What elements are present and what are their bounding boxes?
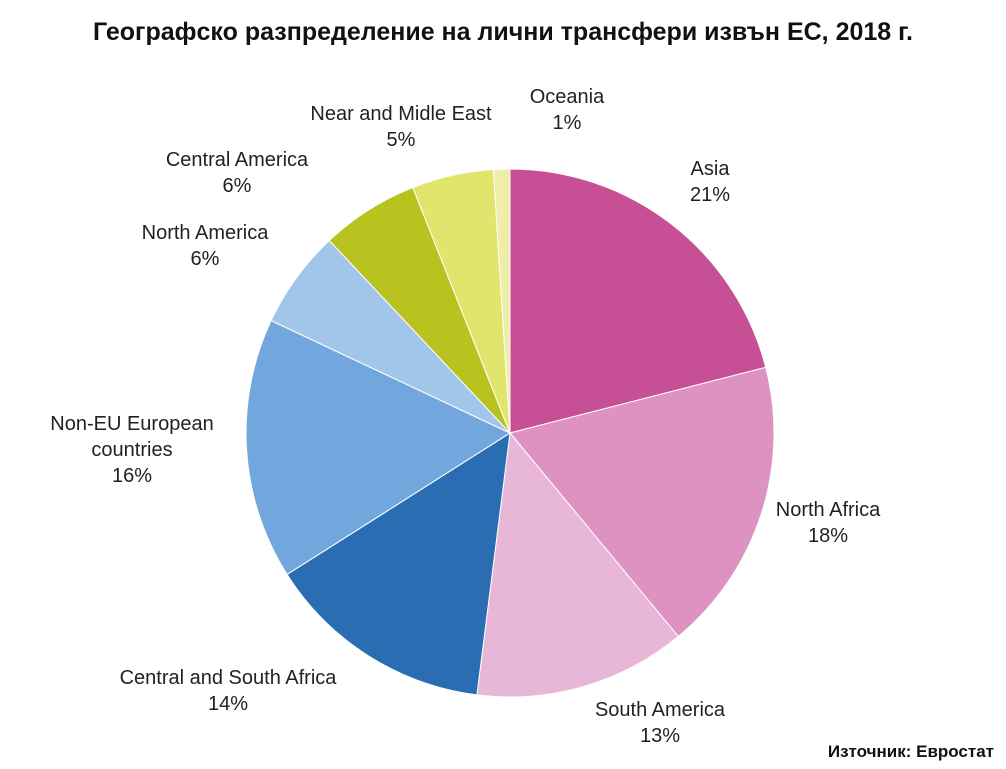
slice-name-label: countries: [91, 439, 172, 461]
slice-label-north-america: North America 6%: [142, 222, 270, 270]
slice-name-label: Central and South Africa: [120, 667, 338, 689]
pie-labels: Asia 21% North Africa 18% South America 13% Ce…: [50, 86, 881, 747]
slice-value-label: 6%: [223, 175, 252, 197]
slice-value-label: 21%: [690, 184, 730, 206]
slice-label-central-and-south-africa: Central and South Africa 14%: [120, 667, 338, 715]
slice-value-label: 1%: [553, 112, 582, 134]
pie-slice-central-and-south-africa: [286, 432, 511, 696]
slice-name-label: Oceania: [530, 86, 605, 108]
pie-slice-south-america: [476, 431, 679, 698]
pie-slice-non-eu-european-countries: [245, 319, 512, 576]
slice-label-central-america: Central America 6%: [166, 149, 309, 197]
slice-value-label: 14%: [208, 693, 248, 715]
pie-slice-north-africa: [509, 366, 775, 638]
slice-name-label: Non-EU European: [50, 413, 213, 435]
slice-name-label: Asia: [691, 158, 731, 180]
slice-name-label: Central America: [166, 149, 309, 171]
slice-value-label: 18%: [808, 525, 848, 547]
slice-value-label: 5%: [387, 129, 416, 151]
slice-label-south-america: South America 13%: [595, 699, 726, 747]
slice-label-oceania: Oceania 1%: [530, 86, 605, 134]
slice-value-label: 6%: [191, 248, 220, 270]
slice-value-label: 13%: [640, 725, 680, 747]
slice-value-label: 16%: [112, 465, 152, 487]
chart-title: Географско разпределение на лични трансф…: [92, 18, 913, 46]
pie-slice-asia: [509, 168, 767, 434]
slice-label-asia: Asia 21%: [690, 158, 730, 206]
pie-slice-oceania: [492, 168, 511, 434]
slice-label-north-africa: North Africa 18%: [776, 499, 881, 547]
pie-slices: [245, 168, 775, 698]
slice-name-label: South America: [595, 699, 726, 721]
slice-name-label: North America: [142, 222, 270, 244]
slice-label-non-eu-european-countries: Non-EU European countries 16%: [50, 413, 213, 487]
slice-name-label: North Africa: [776, 499, 881, 521]
source-note: Източник: Евростат: [827, 742, 994, 761]
slice-label-near-and-midle-east: Near and Midle East 5%: [310, 103, 492, 151]
slice-name-label: Near and Midle East: [310, 103, 492, 125]
